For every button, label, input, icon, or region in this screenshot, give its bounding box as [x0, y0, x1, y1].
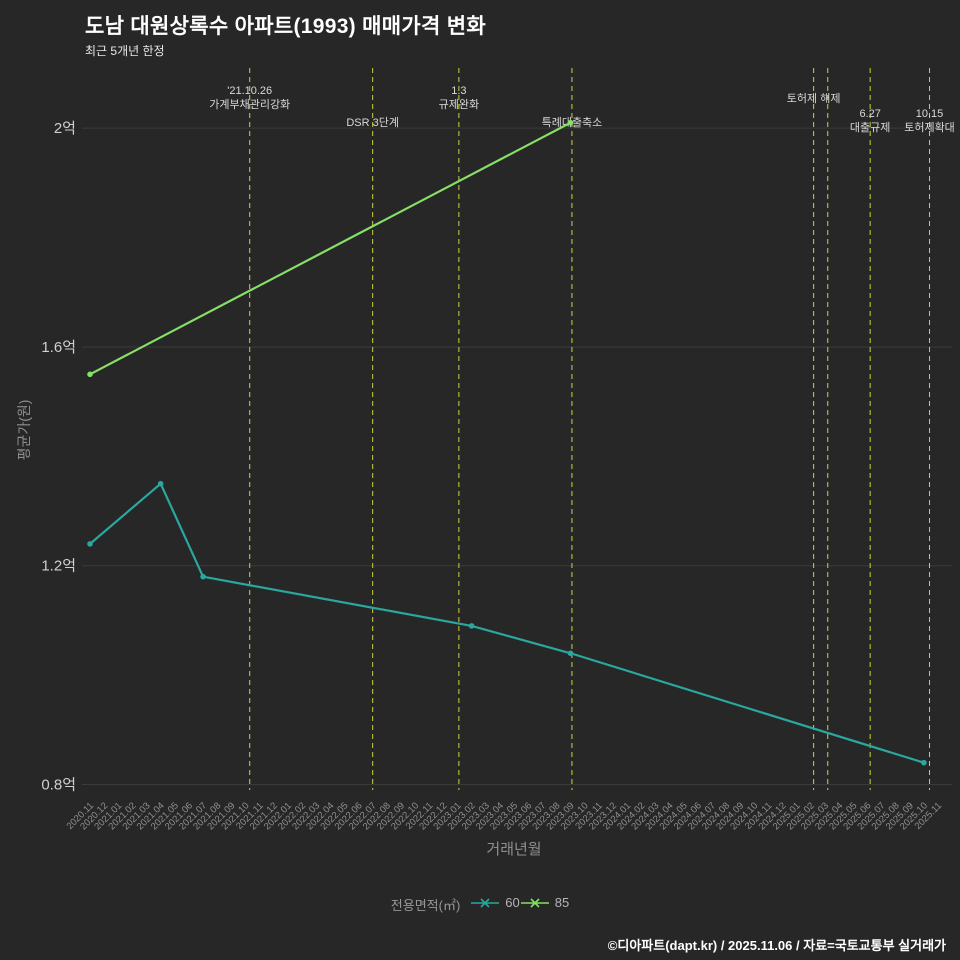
event-label: '21.10.26 [227, 85, 272, 97]
legend: 전용면적(㎡) 60 85 [0, 895, 960, 915]
legend-marker-icon [520, 897, 549, 908]
x-axis-label: 거래년월 [486, 841, 542, 858]
point-marker [921, 759, 927, 766]
event-label: 1.3 [451, 85, 466, 97]
point-marker [87, 371, 93, 378]
legend-item-label: 85 [554, 895, 570, 910]
event-label: 가계부채관리강화 [209, 98, 290, 111]
event-label: 토허제 해제 [787, 91, 841, 105]
point-marker [567, 119, 574, 126]
y-tick-label: 1.2억 [41, 558, 76, 575]
point-marker [567, 650, 574, 657]
credit-line: ©디아파트(dapt.kr) / 2025.11.06 / 자료=국토교통부 실… [607, 938, 946, 953]
event-label: 6.27 [859, 108, 880, 120]
series-line-60 [88, 482, 925, 764]
legend-item-60[interactable]: 60 [470, 895, 520, 910]
legend-items: 60 85 [470, 895, 569, 915]
legend-marker-icon [471, 897, 500, 908]
point-marker [200, 573, 206, 580]
point-marker [87, 541, 93, 547]
y-tick-label: 0.8억 [41, 777, 76, 794]
legend-title: 전용면적(㎡) [390, 898, 461, 914]
chart-subtitle: 최근 5개년 한정 [85, 44, 165, 58]
y-tick-label: 1.6억 [41, 339, 76, 356]
legend-item-85[interactable]: 85 [520, 895, 569, 910]
event-label: 규제완화 [439, 98, 479, 111]
page-title: 도남 대원상록수 아파트(1993) 매매가격 변화 [85, 15, 486, 38]
event-label: DSR 3단계 [346, 116, 399, 129]
series-line-85 [88, 121, 572, 376]
legend-item-label: 60 [505, 895, 520, 910]
event-label: 대출규제 [850, 121, 890, 134]
point-marker [468, 623, 475, 629]
y-axis-label: 평균가(원) [16, 399, 32, 461]
y-tick-label: 2억 [54, 120, 76, 137]
event-label: 토허제확대 [904, 121, 955, 134]
point-marker [157, 480, 164, 487]
event-label: 10.15 [916, 108, 944, 120]
